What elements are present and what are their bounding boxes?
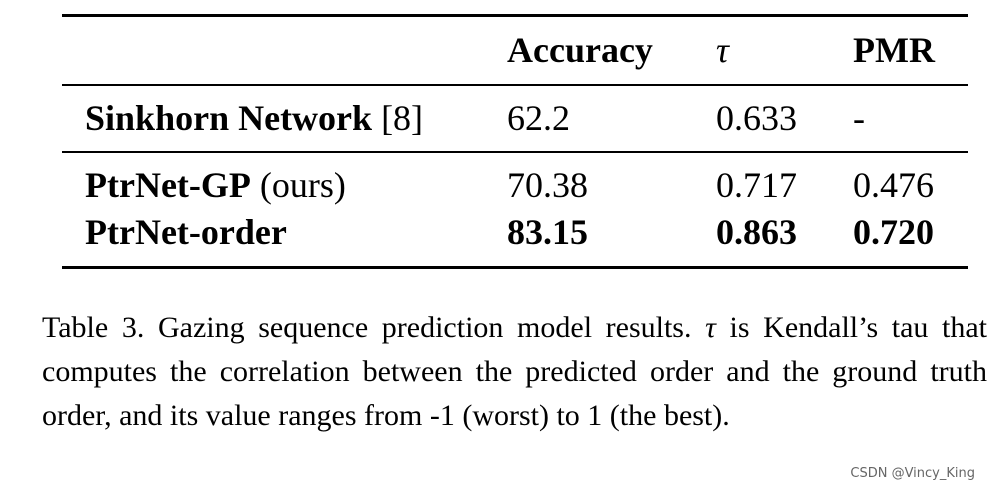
- method-note: (ours): [259, 165, 346, 205]
- row-label: PtrNet-GP (ours): [85, 165, 346, 205]
- cell: 0.717: [716, 165, 797, 205]
- mid-rule: [62, 151, 968, 153]
- method-name: PtrNet-GP: [85, 165, 251, 205]
- cell: 0.633: [716, 98, 797, 138]
- caption-label: Table 3.: [42, 311, 145, 344]
- caption: Table 3. Gazing sequence prediction mode…: [42, 306, 987, 438]
- watermark: CSDN @Vincy_King: [850, 466, 975, 481]
- header-rule: [62, 84, 968, 86]
- cell: 62.2: [507, 98, 570, 138]
- method-name: PtrNet-order: [85, 212, 287, 252]
- header-cell: PMR: [853, 30, 935, 70]
- cell: 83.15: [507, 212, 588, 252]
- method-note: [8]: [381, 98, 424, 138]
- row-label: Sinkhorn Network [8]: [85, 98, 423, 138]
- cell: -: [853, 98, 865, 138]
- caption-text: is Kendall’s tau that computes the corre…: [42, 311, 988, 432]
- top-rule: [62, 14, 968, 17]
- cell: 0.476: [853, 165, 934, 205]
- cell: 0.720: [853, 212, 934, 252]
- method-name: Sinkhorn Network: [85, 98, 373, 138]
- header-cell: τ: [716, 30, 729, 70]
- bottom-rule: [62, 266, 968, 269]
- cell: 70.38: [507, 165, 588, 205]
- cell: 0.863: [716, 212, 797, 252]
- caption-symbol: τ: [705, 311, 716, 344]
- caption-text: Gazing sequence prediction model results…: [157, 311, 692, 344]
- header-cell: Accuracy: [507, 30, 653, 70]
